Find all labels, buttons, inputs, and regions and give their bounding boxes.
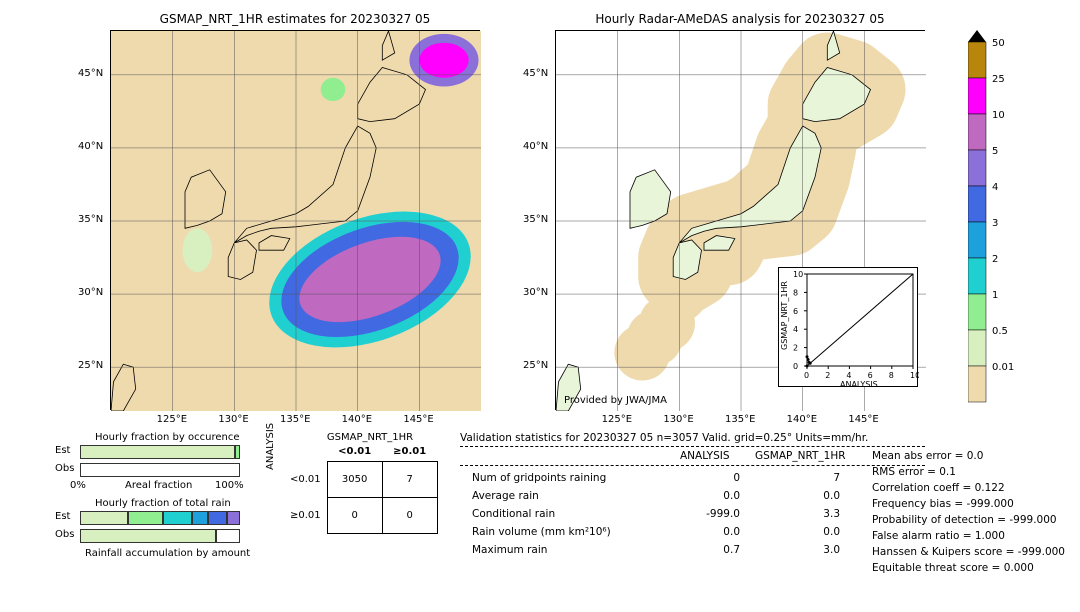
- svg-text:GSMAP_NRT_1HR: GSMAP_NRT_1HR: [780, 281, 789, 350]
- ytick: 25°N: [523, 360, 548, 371]
- svg-text:6: 6: [868, 371, 873, 380]
- totalrain-footer: Rainfall accumulation by amount: [85, 548, 250, 559]
- xtick: 125°E: [602, 414, 632, 425]
- dash-line-2: [460, 465, 925, 466]
- contingency-table: <0.01 ≥0.01 <0.01 3050 7 ≥0.01 0 0: [290, 446, 438, 534]
- svg-text:ANALYSIS: ANALYSIS: [840, 380, 878, 388]
- val-col1: ANALYSIS: [680, 450, 730, 462]
- svg-text:0: 0: [793, 362, 798, 371]
- ct-cell-10: 0: [327, 498, 382, 534]
- xtick: 125°E: [157, 414, 187, 425]
- svg-text:4: 4: [992, 182, 998, 193]
- right-map-panel: Provided by JWA/JMA 00 2 2 4 4 6 6 8 8 10 10 ANALYS…: [555, 30, 925, 410]
- svg-text:50: 50: [992, 38, 1005, 49]
- svg-text:2: 2: [825, 371, 830, 380]
- colorbar: 50 25 10 5 4 3 2 1 0.5 0.01: [968, 30, 1028, 410]
- ct-col1: <0.01: [327, 446, 382, 462]
- inset-scatter: 00 2 2 4 4 6 6 8 8 10 10 ANALYSIS GSMAP_NRT_1HR: [778, 267, 918, 387]
- ytick: 40°N: [523, 141, 548, 152]
- occ-axis-right: 100%: [215, 480, 244, 491]
- svg-text:0.01: 0.01: [992, 362, 1014, 373]
- provider-text: Provided by JWA/JMA: [564, 395, 667, 406]
- ytick: 40°N: [78, 141, 103, 152]
- left-map-svg: [111, 31, 481, 411]
- svg-text:10: 10: [793, 270, 803, 279]
- svg-text:3: 3: [992, 218, 998, 229]
- ct-col2: ≥0.01: [382, 446, 437, 462]
- ct-row2: ≥0.01: [290, 498, 327, 534]
- svg-text:0: 0: [804, 371, 809, 380]
- svg-text:8: 8: [793, 288, 798, 297]
- svg-text:4: 4: [846, 371, 851, 380]
- ytick: 45°N: [523, 68, 548, 79]
- svg-text:25: 25: [992, 74, 1005, 85]
- totalrain-title: Hourly fraction of total rain: [95, 498, 231, 509]
- dash-line-1: [460, 446, 925, 447]
- left-map-title: GSMAP_NRT_1HR estimates for 20230327 05: [110, 12, 480, 26]
- occ-axis-left: 0%: [70, 480, 86, 491]
- xtick: 145°E: [403, 414, 433, 425]
- ct-cell-11: 0: [382, 498, 437, 534]
- ct-cell-00: 3050: [327, 462, 382, 498]
- svg-text:2: 2: [992, 254, 998, 265]
- xtick: 130°E: [218, 414, 248, 425]
- ytick: 45°N: [78, 68, 103, 79]
- ct-cell-01: 7: [382, 462, 437, 498]
- svg-text:0.5: 0.5: [992, 326, 1008, 337]
- val-col2: GSMAP_NRT_1HR: [755, 450, 846, 462]
- occ-axis-mid: Areal fraction: [125, 480, 192, 491]
- occurrence-title: Hourly fraction by occurence: [95, 432, 239, 443]
- xtick: 130°E: [663, 414, 693, 425]
- left-map-panel: [110, 30, 480, 410]
- svg-text:5: 5: [992, 146, 998, 157]
- xtick: 135°E: [725, 414, 755, 425]
- xtick: 135°E: [280, 414, 310, 425]
- svg-text:4: 4: [793, 325, 798, 334]
- ct-row-header: ANALYSIS: [265, 423, 276, 470]
- ytick: 35°N: [523, 214, 548, 225]
- ytick: 30°N: [523, 287, 548, 298]
- xtick: 140°E: [342, 414, 372, 425]
- ytick: 35°N: [78, 214, 103, 225]
- svg-text:10: 10: [992, 110, 1005, 121]
- validation-header: Validation statistics for 20230327 05 n=…: [460, 432, 868, 444]
- ct-col-header: GSMAP_NRT_1HR: [310, 432, 430, 443]
- ytick: 25°N: [78, 360, 103, 371]
- ct-row1: <0.01: [290, 462, 327, 498]
- ytick: 30°N: [78, 287, 103, 298]
- xtick: 140°E: [787, 414, 817, 425]
- svg-text:10: 10: [910, 371, 919, 380]
- svg-text:8: 8: [889, 371, 894, 380]
- svg-text:2: 2: [793, 344, 798, 353]
- svg-text:6: 6: [793, 307, 798, 316]
- right-map-title: Hourly Radar-AMeDAS analysis for 2023032…: [555, 12, 925, 26]
- svg-text:1: 1: [992, 290, 998, 301]
- xtick: 145°E: [848, 414, 878, 425]
